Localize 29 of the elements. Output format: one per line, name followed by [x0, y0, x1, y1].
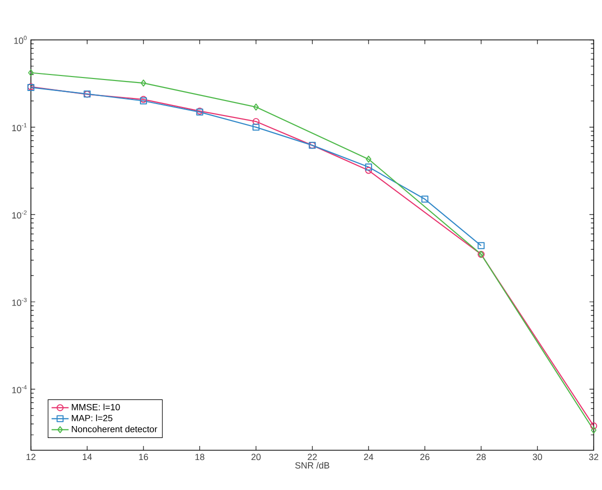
x-tick-label: 18	[195, 454, 204, 460]
point	[252, 124, 260, 131]
x-tick-label: 12	[26, 454, 36, 460]
x-axis-title: SNR /dB	[295, 462, 330, 469]
point	[140, 80, 146, 87]
x-tick-label: 22	[308, 454, 317, 460]
legend-label: Noncoherent detector	[72, 426, 158, 432]
point	[253, 104, 259, 110]
y-tick-label: 10$^{0}$	[14, 36, 27, 44]
x-tick-label: 14	[82, 454, 92, 460]
point	[366, 156, 372, 163]
y-tick-label: 10$^{-2}$	[12, 210, 27, 219]
x-tick-label: 30	[532, 454, 542, 460]
y-tick-label: 10$^{-1}$	[12, 123, 27, 132]
y-tick-label: 10$^{-3}$	[12, 298, 27, 306]
x-tick-label: 24	[364, 454, 374, 460]
legend-label: MMSE: l=10	[72, 404, 120, 410]
y-tick-label: 10$^{-4}$	[12, 385, 27, 394]
point	[365, 163, 372, 170]
x-tick-label: 28	[476, 454, 486, 460]
x-tick-label: 16	[139, 454, 148, 460]
x-tick-label: 20	[251, 454, 261, 460]
point	[478, 242, 485, 250]
point	[421, 196, 428, 203]
x-tick-label: 26	[420, 454, 430, 460]
legend-label: MAP: l=25	[72, 414, 112, 422]
point	[252, 118, 260, 125]
point	[365, 166, 372, 174]
x-tick-label: 32	[589, 454, 598, 460]
